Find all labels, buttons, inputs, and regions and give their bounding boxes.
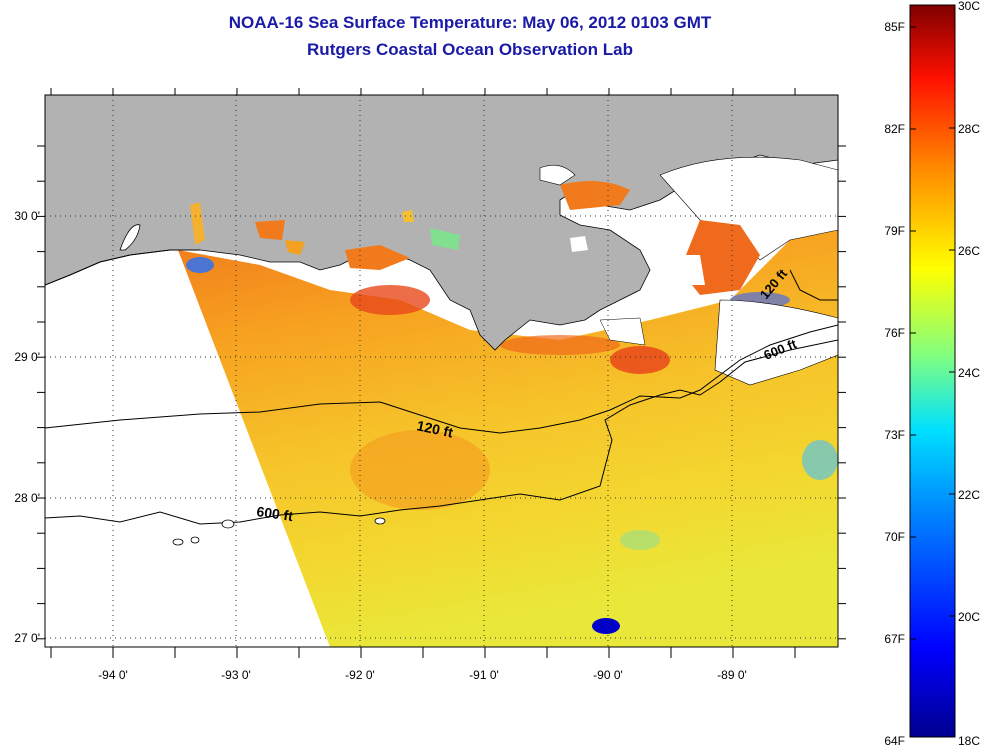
colorbar-f-label: 76F: [884, 326, 905, 340]
lat-tick-label: 29 0': [14, 350, 40, 364]
colorbar-f-label: 79F: [884, 224, 905, 238]
graticule: [45, 95, 838, 647]
inland-water: [190, 202, 205, 245]
inland-water: [402, 210, 414, 222]
map-title: NOAA-16 Sea Surface Temperature: May 06,…: [228, 13, 712, 32]
land-mass: [45, 95, 838, 351]
lat-tick-label: 30 0': [14, 209, 40, 223]
lon-tick-label: -89 0': [717, 668, 747, 682]
warm-patch: [350, 285, 430, 315]
cool-patch: [186, 257, 214, 273]
bank-features: [172, 517, 386, 546]
colorbar-f-label: 73F: [884, 428, 905, 442]
colorbar-c-label: 24C: [958, 366, 980, 380]
no-data-patch: [599, 317, 646, 346]
no-data-patch: [570, 236, 588, 252]
isobath-label-120ft: 120 ft: [415, 417, 454, 440]
colorbar-f-label: 67F: [884, 632, 905, 646]
inland-water: [255, 220, 285, 240]
coastline: [45, 249, 200, 286]
lon-tick-label: -90 0': [593, 668, 623, 682]
map-frame: [44, 94, 839, 648]
no-data-patch: [539, 164, 576, 186]
cool-patch: [802, 440, 838, 480]
lon-tick-label: -93 0': [221, 668, 251, 682]
no-data-patch: [659, 156, 838, 261]
colorbar-f-label: 82F: [884, 122, 905, 136]
no-data-patch: [680, 255, 705, 285]
colorbar-c-label: 30C: [958, 0, 980, 13]
inland-water: [430, 228, 460, 250]
isobath-120ft-east: [789, 269, 838, 301]
warm-patch: [610, 346, 670, 374]
isobath-600ft-east: [719, 339, 838, 383]
colorbar-f-label: 64F: [884, 734, 905, 748]
isobath-label-600ft: 600 ft: [256, 503, 295, 524]
colorbar-ticks: [910, 26, 955, 640]
sst-swath: [178, 230, 838, 647]
colorbar: [909, 4, 956, 738]
isobath-120ft: [45, 324, 838, 434]
colorbar-c-label: 26C: [958, 244, 980, 258]
warm-patch: [500, 335, 620, 355]
lat-tick-label: 28 0': [14, 491, 40, 505]
lon-tick-label: -94 0': [98, 668, 128, 682]
lat-tick-label: 27 0': [14, 631, 40, 645]
inland-water: [285, 240, 305, 255]
map-subtitle: Rutgers Coastal Ocean Observation Lab: [307, 40, 633, 59]
colorbar-f-label: 85F: [884, 20, 905, 34]
colorbar-f-label: 70F: [884, 530, 905, 544]
colorbar-c-label: 28C: [958, 122, 980, 136]
lake: [119, 224, 141, 251]
coastal-water: [560, 181, 630, 210]
lon-tick-label: -92 0': [345, 668, 375, 682]
axis-ticks: [37, 88, 846, 658]
isobath-600ft: [45, 381, 721, 525]
cool-patch: [592, 618, 620, 634]
colorbar-c-label: 22C: [958, 488, 980, 502]
coastal-water: [345, 245, 410, 270]
colorbar-c-label: 18C: [958, 734, 980, 748]
cool-patch: [620, 530, 660, 550]
warm-patch: [350, 430, 490, 510]
colorbar-c-label: 20C: [958, 610, 980, 624]
lon-tick-label: -91 0': [469, 668, 499, 682]
